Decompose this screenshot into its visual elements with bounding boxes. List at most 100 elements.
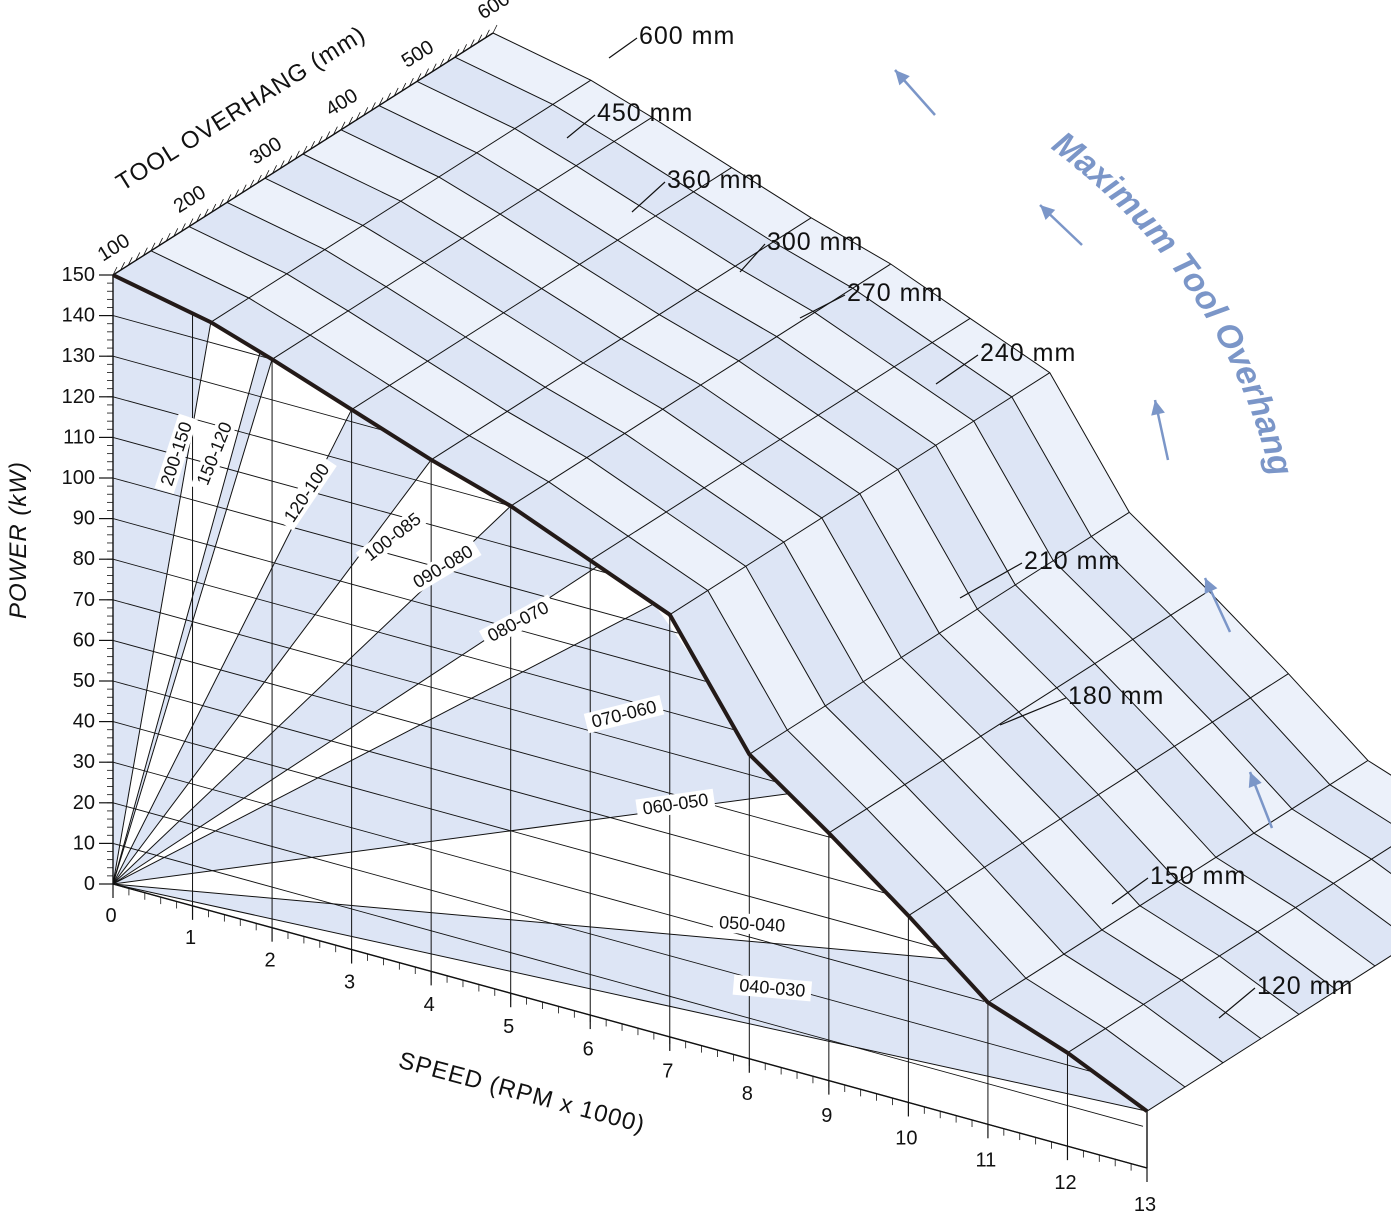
- speed-tick-label: 1: [185, 927, 196, 949]
- overhang-arrow-head: [1248, 772, 1262, 788]
- overhang-gridline: [150, 250, 1186, 1088]
- power-tick-label: 70: [73, 589, 95, 611]
- overhang-minor-tick: [279, 160, 285, 169]
- speed-tick-label: 13: [1134, 1194, 1156, 1213]
- top-band-shade: [189, 202, 1261, 1063]
- overhang-callout-leader: [999, 697, 1067, 726]
- depth-edge: [210, 79, 592, 323]
- shading-layer: [113, 33, 1391, 1112]
- overhang-minor-tick: [462, 44, 467, 53]
- overhang-minor-tick: [173, 228, 179, 237]
- power-tick-label: 120: [62, 386, 95, 408]
- front-band-shade: [113, 506, 599, 884]
- fan-line: [112, 322, 212, 885]
- overhang-minor-tick: [348, 116, 353, 126]
- overhang-minor-tick: [181, 223, 186, 232]
- speed-tick-label: 0: [105, 905, 116, 927]
- power-gridline: [112, 558, 734, 731]
- overhang-minor-tick: [439, 58, 445, 68]
- overhang-callout-leader: [1111, 877, 1149, 905]
- overhang-minor-tick: [363, 107, 369, 116]
- depth-edge: [271, 116, 653, 360]
- overhang-minor-tick: [287, 155, 293, 164]
- overhang-minor-tick: [165, 232, 171, 242]
- band-label-bg: [404, 537, 482, 596]
- annotation-text-path: Maximum Tool Overhang: [1045, 124, 1300, 479]
- power-tick-label: 90: [73, 508, 95, 530]
- power-gridline: [112, 599, 778, 783]
- overhang-tick-label: 200: [170, 181, 210, 217]
- depth-edge: [669, 372, 1051, 616]
- overhang-limit-label: 240 mm: [980, 339, 1076, 367]
- speed-tick-label: 6: [583, 1038, 594, 1060]
- overhang-minor-tick: [431, 63, 437, 72]
- fan-line: [112, 603, 655, 885]
- power-gridline: [112, 802, 1092, 1072]
- overhang-minor-tick: [127, 257, 133, 266]
- overhang-minor-tick: [409, 78, 414, 87]
- overhang-limit-label: 600 mm: [639, 22, 735, 50]
- fan-line: [112, 459, 432, 885]
- overhang-tick-label: 300: [246, 133, 286, 169]
- power-gridline: [112, 761, 985, 1002]
- speed-tick-label: 7: [662, 1061, 673, 1083]
- overhang-gridline: [226, 201, 1262, 1040]
- overhang-minor-tick: [447, 53, 452, 63]
- overhang-minor-tick: [272, 165, 277, 174]
- overhang-arrow-head: [895, 70, 910, 86]
- power-tick-label: 40: [73, 711, 95, 733]
- overhang-minor-tick: [340, 121, 346, 130]
- maximum-tool-overhang-title: Maximum Tool Overhang: [1045, 124, 1300, 479]
- overhang-gridline: [264, 177, 1300, 1015]
- power-gridline: [112, 315, 273, 360]
- top-band-shade: [417, 57, 1391, 874]
- overhang-tick-label: 500: [398, 36, 438, 72]
- band-label-bg: [276, 454, 337, 531]
- overhang-minor-tick: [355, 111, 361, 121]
- overhang-gridline: [340, 129, 1376, 967]
- overhang-minor-tick: [264, 170, 270, 179]
- overhang-tick-label: 600: [474, 0, 514, 24]
- power-tick-label: 140: [62, 305, 95, 327]
- power-gridline: [112, 477, 678, 634]
- band-label-bg: [712, 911, 792, 937]
- depth-edge: [589, 317, 971, 561]
- band-label-bg: [154, 413, 198, 494]
- overhang-gridline: [378, 105, 1391, 927]
- depth-edge: [430, 217, 812, 461]
- speed-tick-label: 2: [265, 949, 276, 971]
- power-axis-title: POWER (kW): [5, 461, 32, 619]
- line-layer: [99, 24, 1391, 1182]
- overhang-minor-tick: [203, 208, 209, 218]
- overhang-minor-tick: [135, 252, 141, 261]
- overhang-limit-label: 300 mm: [767, 228, 863, 256]
- overhang-minor-tick: [485, 29, 490, 39]
- overhang-gridline: [416, 80, 1391, 875]
- overhang-minor-tick: [112, 266, 118, 276]
- overhang-minor-tick: [469, 39, 475, 48]
- overhang-minor-tick: [234, 189, 239, 198]
- overhang-gridline: [454, 56, 1391, 824]
- overhang-minor-tick: [310, 140, 315, 150]
- overhang-limit-label: 210 mm: [1024, 547, 1120, 575]
- overhang-minor-tick: [241, 184, 247, 193]
- overhang-gridline: [302, 153, 1338, 991]
- overhang-minor-tick: [188, 218, 194, 227]
- depth-edge: [908, 673, 1289, 917]
- overhang-callout-leader: [799, 294, 846, 319]
- power-tick-label: 60: [73, 629, 95, 651]
- overhang-limit-label: 180 mm: [1068, 682, 1164, 710]
- depth-edge: [828, 590, 1210, 834]
- speed-axis-title: SPEED (RPM x 1000): [396, 1047, 648, 1139]
- speed-tick-label: 5: [503, 1016, 514, 1038]
- overhang-minor-tick: [378, 97, 384, 106]
- overhang-callout-leader: [739, 243, 766, 273]
- speed-tick-label: 9: [821, 1105, 832, 1127]
- band-label-bg: [355, 504, 430, 569]
- overhang-limit-label: 270 mm: [847, 279, 943, 307]
- fan-line: [112, 883, 1148, 1112]
- depth-edge: [987, 760, 1369, 1003]
- overhang-minor-tick: [226, 194, 232, 203]
- speed-tick-label: 10: [895, 1127, 917, 1149]
